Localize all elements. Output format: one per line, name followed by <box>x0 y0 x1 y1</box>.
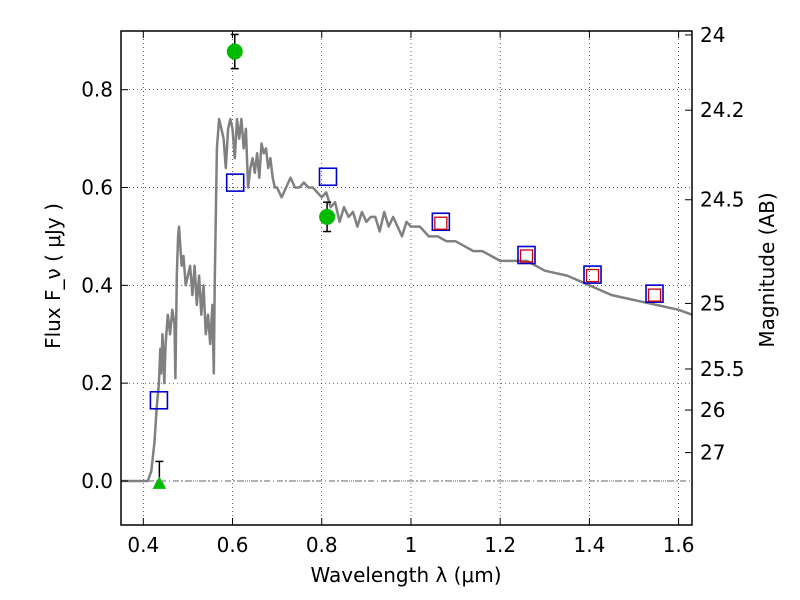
x-tick-label: 1.2 <box>484 533 516 557</box>
model-band-flux <box>583 265 602 284</box>
x-tick-label: 1 <box>405 533 418 557</box>
y-axis-label: Flux F_ν ( μJy ) <box>41 203 65 349</box>
right-axis-label: Magnitude (AB) <box>755 192 779 347</box>
model-band-flux <box>645 284 664 303</box>
y-tick-label: 0.6 <box>81 176 113 200</box>
model-band-flux <box>318 167 338 187</box>
model-band-flux <box>225 173 245 192</box>
x-tick-label: 0.4 <box>127 533 159 557</box>
y-tick-label: 0.2 <box>81 371 113 395</box>
x-axis: 0.4 0.6 0.8 1 1.2 1.4 1.6 <box>127 31 695 557</box>
x-axis-label: Wavelength λ (μm) <box>310 563 501 587</box>
x-tick-label: 1.6 <box>663 533 695 557</box>
right-tick-label: 24 <box>700 23 725 47</box>
plot-frame <box>120 30 693 526</box>
model-band-flux <box>431 212 451 232</box>
upper-limit-point <box>152 476 167 489</box>
y-axis: 0.0 0.2 0.4 0.6 0.8 <box>81 78 128 493</box>
y-tick-label: 0.0 <box>81 469 113 493</box>
right-tick-label: 25.5 <box>700 357 745 381</box>
y-tick-label: 0.4 <box>81 273 113 297</box>
model-band-flux <box>517 245 536 265</box>
model-band-flux-alt <box>434 216 448 230</box>
plot-area <box>121 31 692 525</box>
model-band-flux-alt <box>647 288 662 302</box>
photometry-points <box>149 33 664 489</box>
right-tick-label: 24.5 <box>700 188 745 212</box>
x-tick-label: 1.4 <box>573 533 605 557</box>
right-tick-label: 24.2 <box>700 98 745 122</box>
model-band-flux-alt <box>519 249 534 263</box>
y-tick-label: 0.8 <box>81 78 113 102</box>
right-tick-label: 26 <box>700 398 725 422</box>
model-band-flux-alt <box>585 268 600 283</box>
model-spectrum <box>121 117 693 483</box>
right-tick-label: 27 <box>700 441 725 465</box>
x-tick-label: 0.8 <box>306 533 338 557</box>
model-band-flux <box>149 390 169 410</box>
detection-point <box>226 43 243 60</box>
right-axis: 24 24.2 24.5 25 25.5 26 27 <box>685 23 745 465</box>
right-tick-label: 25 <box>700 291 725 315</box>
x-tick-label: 0.6 <box>217 533 249 557</box>
model-spectrum-line <box>121 117 693 483</box>
detection-point <box>319 208 336 225</box>
